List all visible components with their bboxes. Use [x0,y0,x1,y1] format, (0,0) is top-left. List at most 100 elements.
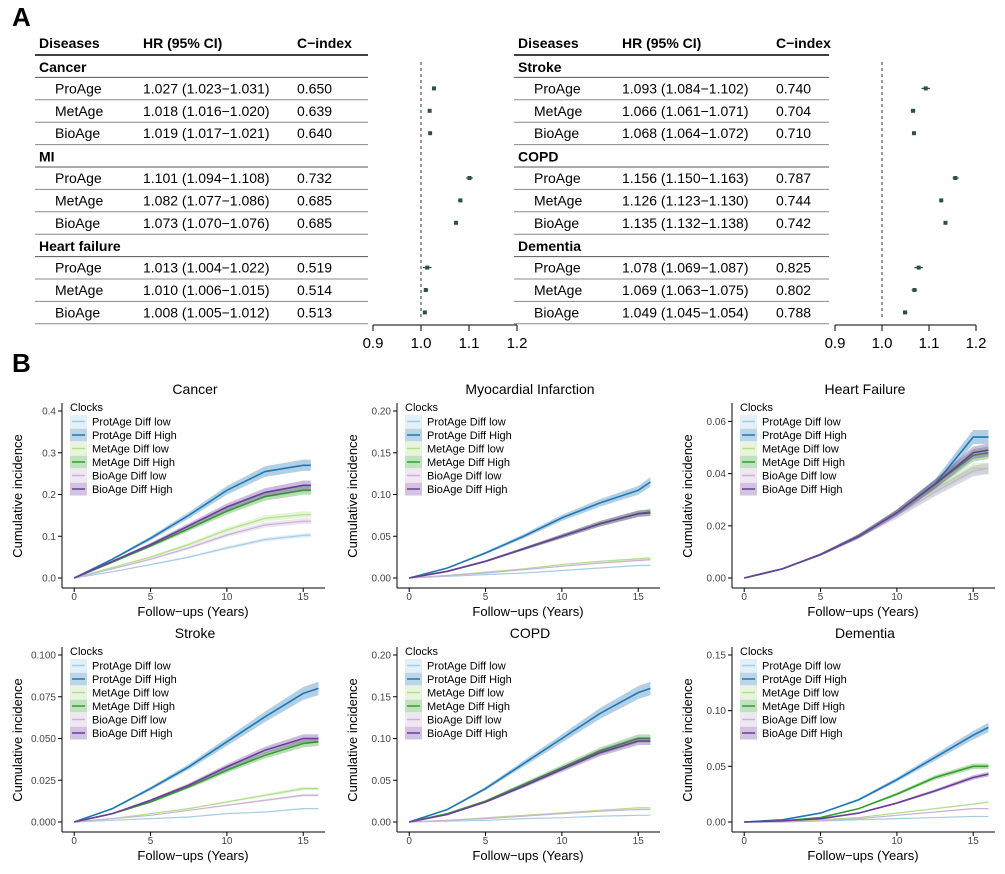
clock-label: BioAge [534,125,579,141]
legend-label: BioAge Diff low [762,471,836,483]
confidence-band [744,443,989,578]
y-tick-label: 0.2 [42,490,56,501]
legend-label: MetAge Diff low [92,444,169,456]
hr-point [458,198,463,203]
legend-key-band [405,686,422,699]
y-tick-label: 0.00 [372,574,392,585]
legend-key-band [740,415,757,428]
hr-point [939,198,944,203]
hr-text: 1.013 (1.004−1.022) [143,260,270,276]
x-tick-label: 10 [556,836,568,847]
legend-key-band [70,415,87,428]
cindex-value: 0.519 [297,260,332,276]
y-tick-label: 0.15 [707,651,727,662]
confidence-band [744,800,989,822]
x-tick-label: 15 [298,592,310,603]
series-line [409,511,651,579]
hr-point [916,265,921,270]
series-line [74,794,319,823]
column-header: Diseases [518,35,579,51]
hr-point [454,220,459,225]
legend-key-band [405,455,422,469]
hr-text: 1.135 (1.132−1.138) [622,215,749,231]
series-line [744,773,989,823]
series-line [409,557,651,579]
legend-title: Clocks [405,646,439,658]
x-tick-label: 15 [298,836,310,847]
legend-key-band [405,726,422,740]
chart-title: Heart Failure [825,381,906,397]
legend-key-band [405,469,422,482]
confidence-band [409,736,651,822]
clock-label: MetAge [534,192,582,208]
x-tick-label: 15 [633,592,645,603]
legend-label: ProtAge Diff High [762,430,847,442]
legend-label: MetAge Diff High [762,457,845,469]
series-line [409,564,651,579]
clock-label: BioAge [534,304,579,320]
confidence-band [74,734,319,822]
legend-key-band [740,686,757,699]
hr-point [923,86,928,91]
legend-label: BioAge Diff High [92,728,173,740]
hr-text: 1.018 (1.016−1.020) [143,103,270,119]
legend-label: BioAge Diff High [427,728,508,740]
disease-label: Dementia [518,238,581,254]
hr-text: 1.073 (1.070−1.076) [143,215,270,231]
series-line [409,808,651,823]
hr-point [943,220,948,225]
y-tick-label: 0.00 [707,574,727,585]
column-header: HR (95% CI) [622,35,701,51]
x-axis-label: Follow−ups (Years) [137,848,248,863]
confidence-band [74,793,319,822]
y-axis-label: Cumulative incidence [10,678,25,802]
x-tick-label: 10 [556,592,568,603]
legend-label: BioAge Diff low [762,715,836,727]
series-line [408,687,651,823]
cindex-value: 0.742 [776,215,811,231]
confidence-band [744,807,989,822]
series-line [744,808,989,823]
legend-key-band [740,428,757,442]
y-tick-label: 0.02 [707,521,727,532]
series-line [409,807,651,823]
x-tick-label: 0 [71,592,77,603]
legend-key-band [405,672,422,686]
x-tick-label: 15 [968,836,980,847]
legend-label: BioAge Diff low [427,471,501,483]
confidence-band [74,807,319,822]
cindex-value: 0.825 [776,260,811,276]
series-line [73,484,311,579]
y-tick-label: 0.1 [42,532,56,543]
x-tick-label: 10 [891,592,903,603]
x-tick-label: 5 [818,836,824,847]
legend-key-band [740,455,757,469]
legend-key-band [70,699,87,713]
disease-label: Stroke [518,59,562,75]
x-tick-label: 15 [633,836,645,847]
y-tick-label: 0.100 [31,651,56,662]
cindex-value: 0.685 [297,192,332,208]
y-tick-label: 0.3 [42,448,56,459]
y-tick-label: 0.00 [707,818,727,829]
y-tick-label: 0.15 [372,692,392,703]
disease-label: Heart failure [39,238,121,254]
series-line [74,737,319,823]
clock-label: BioAge [55,304,100,320]
hr-text: 1.008 (1.005−1.012) [143,304,270,320]
x-tick-label: 5 [148,592,154,603]
hr-point [428,131,433,136]
hr-text: 1.101 (1.094−1.108) [143,170,270,186]
x-tick-label: 10 [221,592,233,603]
legend-label: MetAge Diff low [762,688,839,700]
legend-label: ProtAge Diff low [427,417,506,429]
x-axis-label: Follow−ups (Years) [137,604,248,619]
clock-label: MetAge [55,282,103,298]
legend-label: ProtAge Diff low [762,417,841,429]
legend-label: BioAge Diff low [427,715,501,727]
hr-point [911,108,916,113]
legend-label: MetAge Diff High [427,701,510,713]
chart-myocardial-infarction: Myocardial Infarction 0.00 0.05 0.10 0.15 0.2… [345,381,660,619]
x-tick-label: 0 [71,836,77,847]
